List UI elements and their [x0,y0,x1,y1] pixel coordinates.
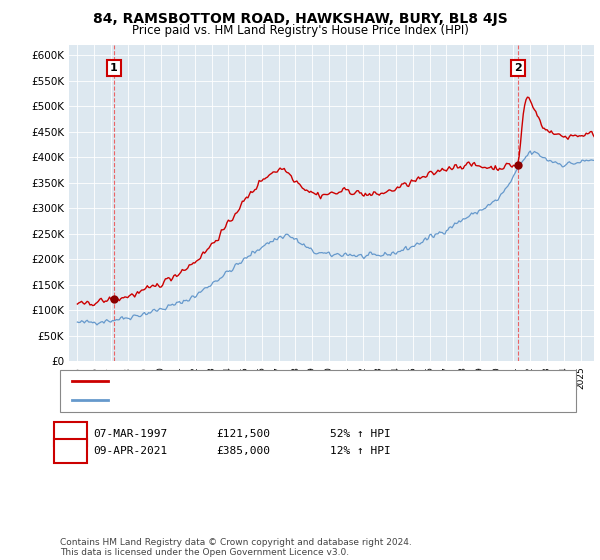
Text: HPI: Average price, detached house, Bury: HPI: Average price, detached house, Bury [117,395,367,405]
Text: 84, RAMSBOTTOM ROAD, HAWKSHAW, BURY, BL8 4JS (detached house): 84, RAMSBOTTOM ROAD, HAWKSHAW, BURY, BL8… [117,376,498,386]
Text: Contains HM Land Registry data © Crown copyright and database right 2024.
This d: Contains HM Land Registry data © Crown c… [60,538,412,557]
Text: 1: 1 [110,63,118,73]
Text: 2: 2 [67,446,74,456]
Text: 09-APR-2021: 09-APR-2021 [93,446,167,456]
Text: £121,500: £121,500 [216,429,270,439]
Text: £385,000: £385,000 [216,446,270,456]
Text: 1: 1 [67,429,74,439]
Text: 84, RAMSBOTTOM ROAD, HAWKSHAW, BURY, BL8 4JS: 84, RAMSBOTTOM ROAD, HAWKSHAW, BURY, BL8… [92,12,508,26]
Text: 52% ↑ HPI: 52% ↑ HPI [330,429,391,439]
Text: 07-MAR-1997: 07-MAR-1997 [93,429,167,439]
Text: 2: 2 [514,63,522,73]
Text: 12% ↑ HPI: 12% ↑ HPI [330,446,391,456]
Text: Price paid vs. HM Land Registry's House Price Index (HPI): Price paid vs. HM Land Registry's House … [131,24,469,36]
